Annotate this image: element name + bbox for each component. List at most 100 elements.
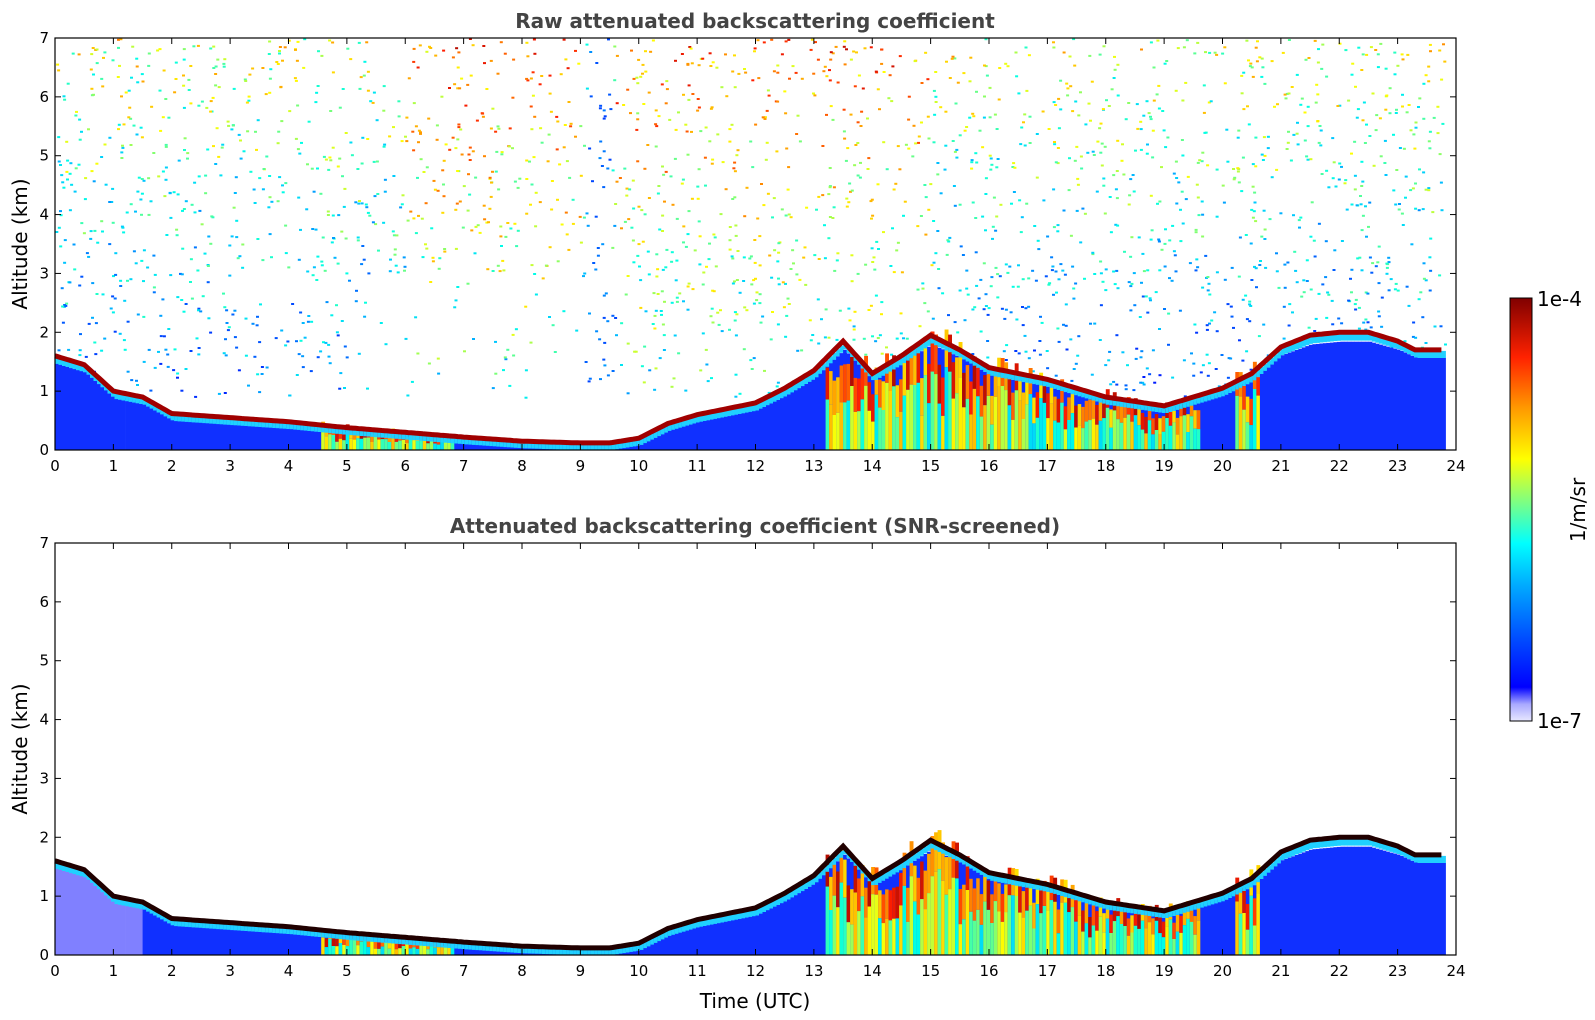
top-noise-pixel: [281, 184, 284, 187]
top-aerosol-column: [713, 411, 718, 419]
top-noise-pixel: [205, 106, 209, 109]
top-noise-pixel: [1384, 108, 1388, 111]
top-aerosol-column: [65, 366, 70, 450]
bottom-aerosol-column: [1025, 910, 1030, 955]
top-noise-pixel: [175, 234, 179, 237]
bottom-aerosol-column: [927, 853, 931, 894]
top-noise-pixel: [434, 54, 438, 57]
bottom-aerosol-column: [482, 943, 487, 951]
top-noise-pixel: [1162, 129, 1166, 132]
top-noise-pixel: [753, 261, 757, 264]
top-noise-pixel: [680, 53, 684, 55]
top-noise-pixel: [946, 239, 950, 242]
bottom-aerosol-column: [923, 846, 928, 854]
top-aerosol-column: [1245, 396, 1250, 423]
top-noise-pixel: [682, 93, 685, 96]
bottom-aerosol-column: [965, 859, 970, 867]
top-noise-pixel: [1371, 262, 1375, 265]
bottom-aerosol-column: [139, 901, 143, 909]
top-aerosol-column: [1084, 400, 1089, 422]
top-noise-pixel: [1009, 311, 1013, 314]
top-aerosol-column: [937, 339, 942, 347]
top-noise-pixel: [1237, 181, 1241, 184]
top-noise-pixel: [988, 116, 992, 119]
bottom-aerosol-column: [401, 937, 406, 945]
top-noise-pixel: [322, 341, 325, 344]
top-noise-pixel: [1116, 63, 1120, 66]
top-aerosol-column: [1308, 336, 1313, 344]
top-noise-pixel: [1196, 161, 1200, 164]
top-noise-pixel: [481, 115, 485, 118]
top-aerosol-column: [783, 393, 788, 450]
top-noise-pixel: [787, 166, 791, 169]
top-noise-pixel: [473, 252, 477, 255]
top-aerosol-column: [317, 424, 322, 432]
top-noise-pixel: [1250, 279, 1254, 281]
bottom-aerosol-column: [983, 871, 988, 902]
top-aerosol-column: [548, 442, 553, 450]
top-noise-pixel: [220, 146, 224, 149]
top-aerosol-column: [1074, 388, 1079, 396]
top-aerosol-column: [1109, 398, 1114, 406]
top-aerosol-column: [342, 432, 347, 441]
bottom-aerosol-column: [468, 942, 473, 950]
top-noise-pixel: [180, 273, 184, 276]
top-noise-pixel: [1395, 169, 1399, 171]
top-aerosol-column: [1182, 400, 1187, 408]
bottom-aerosol-column: [1039, 883, 1044, 891]
top-aerosol-column: [1207, 393, 1212, 401]
bottom-aerosol-column: [1126, 918, 1131, 936]
top-aerosol-column: [1305, 346, 1310, 450]
top-noise-pixel: [61, 305, 65, 308]
top-noise-pixel: [1324, 276, 1328, 279]
bottom-aerosol-column: [1004, 876, 1009, 884]
top-noise-pixel: [602, 186, 606, 189]
top-aerosol-column: [478, 438, 483, 446]
top-noise-pixel: [363, 315, 367, 318]
top-noise-pixel: [656, 192, 660, 195]
top-noise-pixel: [371, 101, 375, 104]
top-noise-pixel: [920, 82, 924, 84]
bottom-aerosol-column: [300, 930, 305, 955]
bottom-aerosol-column: [1231, 889, 1236, 897]
top-noise-pixel: [1019, 231, 1023, 234]
top-noise-pixel: [1336, 105, 1340, 107]
top-aerosol-column: [1357, 333, 1362, 341]
top-noise-pixel: [1046, 235, 1050, 238]
bottom-aerosol-column: [251, 926, 255, 955]
top-noise-pixel: [1422, 117, 1426, 120]
bottom-aerosol-column: [773, 899, 777, 907]
bottom-aerosol-column: [65, 864, 70, 872]
top-noise-pixel: [187, 89, 191, 91]
top-noise-pixel: [743, 68, 746, 70]
bottom-aerosol-column: [1308, 849, 1313, 955]
bottom-aerosol-column: [321, 930, 326, 938]
bottom-aerosol-column: [1217, 899, 1222, 955]
top-aerosol-column: [366, 437, 371, 450]
top-noise-pixel: [1314, 317, 1318, 320]
top-noise-pixel: [959, 245, 963, 248]
bottom-aerosol-column: [692, 923, 697, 955]
bottom-aerosol-column: [1095, 930, 1100, 955]
top-noise-pixel: [639, 75, 643, 78]
top-noise-pixel: [1207, 362, 1211, 365]
top-noise-pixel: [227, 326, 231, 329]
top-noise-pixel: [623, 167, 627, 170]
bottom-layer-top-line: [54, 834, 1442, 951]
top-noise-pixel: [848, 319, 852, 322]
top-noise-pixel: [1083, 212, 1087, 215]
top-noise-pixel: [1114, 188, 1118, 191]
top-aerosol-column: [717, 411, 721, 419]
top-noise-pixel: [965, 287, 969, 290]
top-aerosol-column: [902, 356, 907, 364]
top-noise-pixel: [1427, 80, 1431, 83]
top-aerosol-column: [752, 407, 756, 450]
top-noise-pixel: [924, 51, 928, 54]
top-noise-pixel: [1403, 340, 1407, 343]
top-noise-pixel: [562, 38, 566, 41]
top-noise-pixel: [457, 51, 461, 54]
top-noise-pixel: [626, 275, 630, 277]
bottom-aerosol-column: [902, 852, 907, 886]
bottom-aerosol-column: [965, 890, 970, 955]
top-noise-pixel: [1196, 196, 1200, 199]
